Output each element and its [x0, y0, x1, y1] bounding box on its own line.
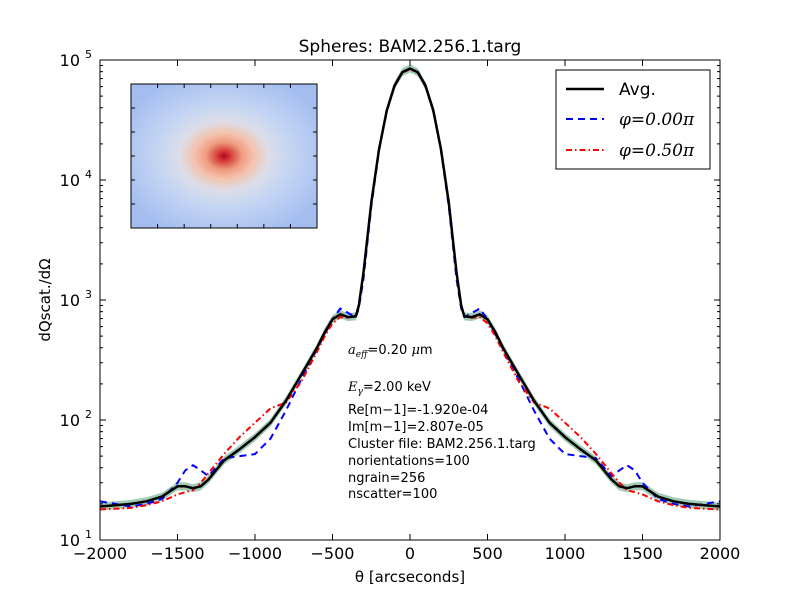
x-tick-label: 1000 — [545, 544, 586, 563]
y-tick-label: 10 — [60, 531, 80, 550]
legend: Avg. φ=0.00π φ=0.50π — [555, 69, 711, 170]
legend-label-2: φ=0.50π — [619, 141, 695, 161]
annotation-line: nscatter=100 — [348, 487, 437, 502]
series-layer — [100, 64, 720, 511]
x-tick-label: 2000 — [700, 544, 741, 563]
y-tick-exponent: 3 — [85, 288, 92, 301]
x-tick-label: −500 — [311, 544, 355, 563]
y-tick-label: 10 — [60, 411, 80, 430]
y-axis: 10 1 10 2 10 3 10 4 10 5 — [60, 48, 720, 550]
y-tick-label: 10 — [60, 51, 80, 70]
x-tick-label: −1500 — [150, 544, 204, 563]
y-tick-exponent: 5 — [85, 48, 92, 61]
x-tick-label: 1500 — [622, 544, 663, 563]
inset-heatmap — [130, 83, 318, 229]
x-tick-label: 0 — [405, 544, 415, 563]
y-tick-exponent: 2 — [85, 408, 92, 421]
annotation-line: Re[m−1]=-1.920e-04 — [348, 403, 488, 418]
x-tick-label: −1000 — [228, 544, 282, 563]
inset-ticks — [131, 84, 317, 228]
annotation-line: norientations=100 — [348, 454, 470, 469]
series-line-2 — [100, 68, 720, 511]
y-axis-label: dQscat./dΩ — [36, 258, 54, 341]
legend-label-1: φ=0.00π — [619, 110, 695, 130]
x-tick-label: 500 — [472, 544, 503, 563]
chart-title: Spheres: BAM2.256.1.targ — [299, 37, 522, 57]
legend-label-0: Avg. — [619, 80, 656, 100]
annotation-line: ngrain=256 — [348, 471, 425, 486]
y-tick-exponent: 1 — [85, 528, 92, 541]
y-tick-exponent: 4 — [85, 168, 92, 181]
inset-heatmap-image — [130, 83, 318, 229]
annotation-line: Cluster file: BAM2.256.1.targ — [348, 437, 536, 452]
annotation-line: Im[m−1]=2.807e-05 — [348, 420, 484, 435]
y-tick-label: 10 — [60, 291, 80, 310]
x-axis: −2000 −1500 −1000 −500 0 500 1000 1500 2000 — [73, 60, 740, 563]
annotation-param: aeff=0.20 μm — [348, 343, 433, 360]
series-line-0 — [100, 67, 720, 508]
annotations: aeff=0.20 μm Eγ=2.00 keV Re[m−1]=-1.920e-0… — [347, 343, 536, 502]
annotation-param: Eγ=2.00 keV — [347, 380, 431, 397]
x-axis-label: θ [arcseconds] — [355, 568, 465, 586]
x-tick-label: −2000 — [73, 544, 127, 563]
y-tick-label: 10 — [60, 171, 80, 190]
